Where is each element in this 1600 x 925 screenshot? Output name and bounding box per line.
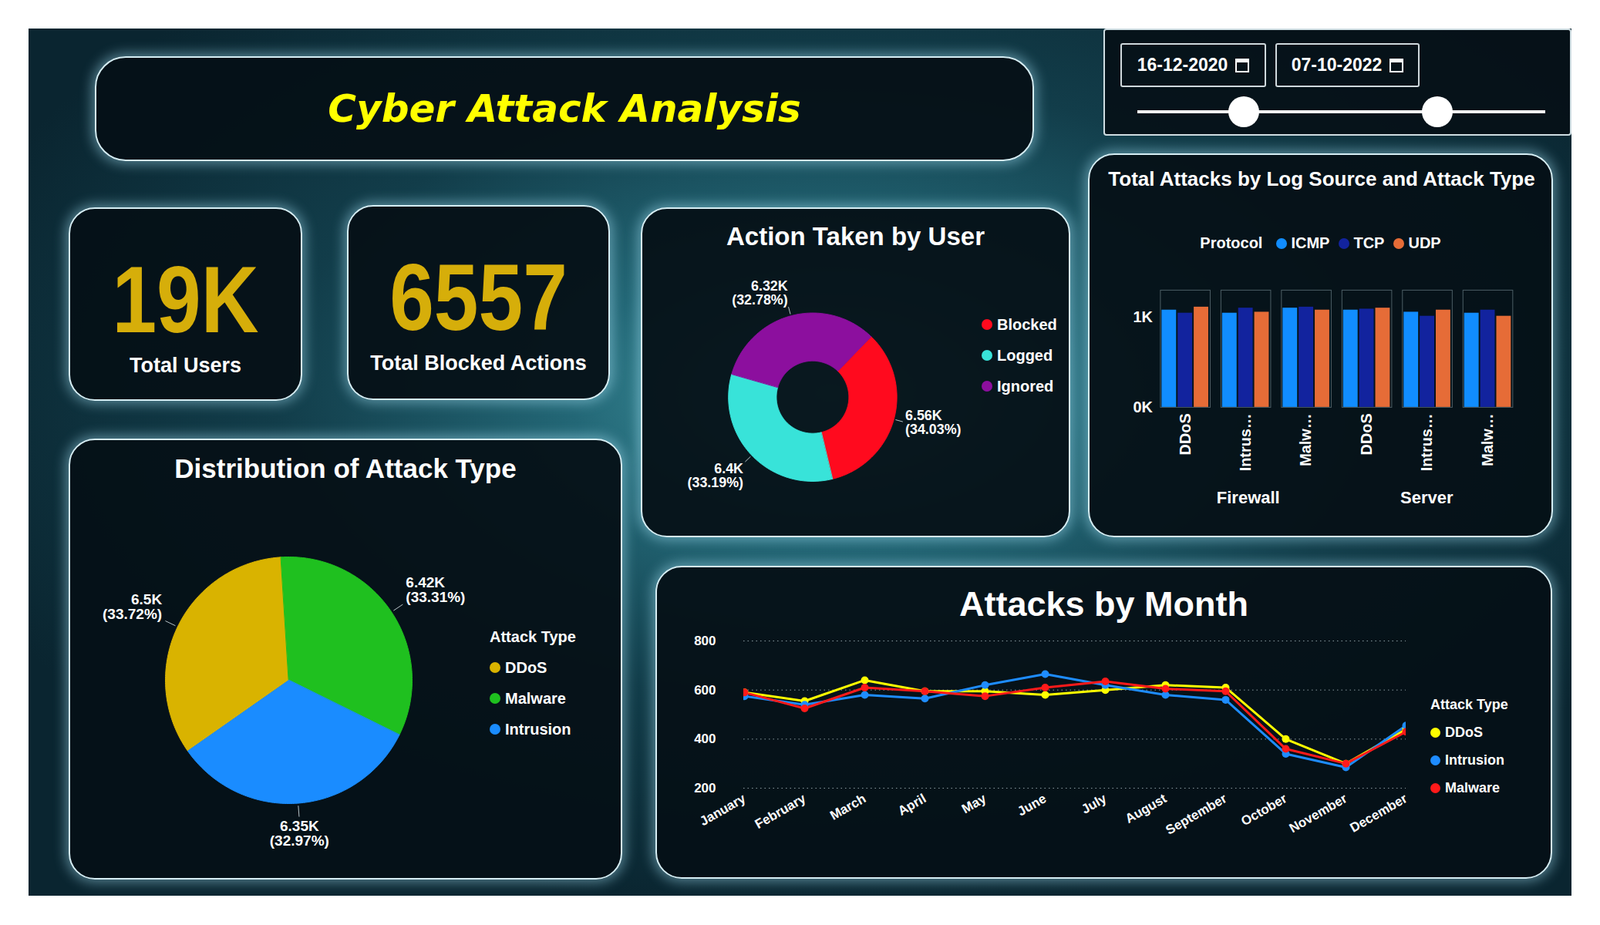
html-text:Intrusion: Intrusion: [505, 720, 571, 738]
svg-text:October: October: [1238, 791, 1290, 829]
svg-text:Malw…: Malw…: [1478, 413, 1496, 466]
svg-text:800: 800: [693, 633, 716, 649]
svg-text:May: May: [959, 791, 990, 817]
html-text:Total Attacks by Log Source an: Total Attacks by Log Source and Attack T…: [1108, 167, 1535, 191]
svg-text:January: January: [697, 791, 748, 829]
svg-text:400: 400: [693, 731, 716, 747]
html-text:Firewall: Firewall: [1216, 488, 1280, 508]
html-text:16-12-2020: 16-12-2020: [1137, 54, 1228, 75]
svg-text:200: 200: [693, 781, 716, 796]
html-text:TCP: TCP: [1353, 234, 1385, 252]
svg-text:Intrus…: Intrus…: [1418, 413, 1435, 472]
html-text:Attacks by Month: Attacks by Month: [959, 584, 1249, 624]
svg-text:6.4K(33.19%): 6.4K(33.19%): [687, 461, 745, 491]
svg-text:6.32K(32.78%): 6.32K(32.78%): [731, 278, 789, 308]
html-text:Server: Server: [1400, 488, 1454, 508]
svg-text:6.56K(34.03%): 6.56K(34.03%): [905, 407, 962, 438]
svg-text:April: April: [895, 791, 929, 819]
svg-text:March: March: [827, 791, 869, 823]
html-text:Malware: Malware: [505, 689, 566, 707]
html-text:Protocol: Protocol: [1200, 234, 1263, 252]
html-text:Attack Type: Attack Type: [1430, 696, 1509, 713]
svg-text:0K: 0K: [1133, 398, 1154, 416]
html-text:Attack Type: Attack Type: [489, 628, 576, 646]
svg-text:600: 600: [693, 683, 716, 698]
svg-text:6.42K(33.31%): 6.42K(33.31%): [405, 574, 465, 606]
html-text:DDoS: DDoS: [505, 658, 548, 676]
svg-text:1K: 1K: [1133, 308, 1154, 326]
html-text:Malware: Malware: [1445, 779, 1500, 796]
html-text:07-10-2022: 07-10-2022: [1291, 54, 1383, 75]
html-text:6557: 6557: [389, 245, 568, 351]
html-text:DDoS: DDoS: [1445, 724, 1483, 740]
html-text:Distribution of Attack Type: Distribution of Attack Type: [174, 453, 517, 484]
svg-text:Malw…: Malw…: [1296, 413, 1314, 466]
svg-text:November: November: [1286, 791, 1351, 836]
svg-text:December: December: [1347, 791, 1411, 836]
html-text:Intrusion: Intrusion: [1445, 752, 1505, 768]
svg-text:February: February: [752, 791, 809, 832]
svg-text:Intrus…: Intrus…: [1236, 413, 1254, 472]
html-text:ICMP: ICMP: [1291, 234, 1330, 252]
svg-text:6.35K(32.97%): 6.35K(32.97%): [269, 818, 330, 849]
svg-text:September: September: [1163, 791, 1230, 839]
html-text:Total Users: Total Users: [129, 353, 242, 378]
html-text:Cyber Attack Analysis: Cyber Attack Analysis: [328, 86, 801, 132]
svg-text:August: August: [1122, 791, 1169, 827]
svg-text:DDoS: DDoS: [1176, 413, 1194, 455]
svg-text:July: July: [1078, 791, 1109, 818]
html-text:19K: 19K: [112, 247, 259, 353]
html-text:UDP: UDP: [1408, 234, 1441, 252]
html-text:Logged: Logged: [997, 346, 1053, 364]
html-text:Blocked: Blocked: [997, 315, 1058, 333]
svg-text:June: June: [1014, 791, 1049, 819]
svg-text:DDoS: DDoS: [1357, 413, 1375, 455]
html-text:Action Taken by User: Action Taken by User: [726, 222, 985, 251]
html-text:Ignored: Ignored: [997, 377, 1054, 395]
html-text:Total Blocked Actions: Total Blocked Actions: [370, 351, 587, 375]
svg-text:6.5K(33.72%): 6.5K(33.72%): [102, 591, 162, 623]
